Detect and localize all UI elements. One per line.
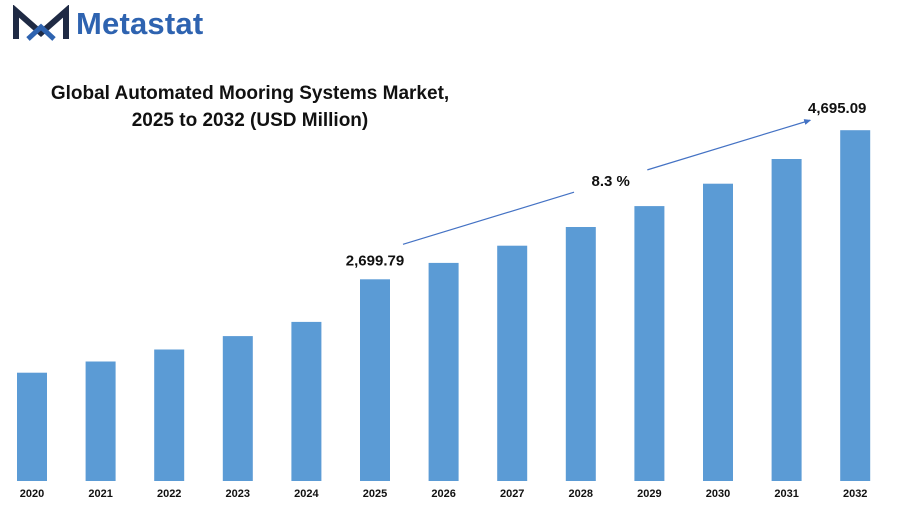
x-tick-2022: 2022 bbox=[157, 488, 181, 500]
brand-logo: Metastat bbox=[12, 4, 203, 44]
cagr-label: 8.3 % bbox=[591, 173, 629, 190]
x-tick-2025: 2025 bbox=[363, 488, 387, 500]
x-tick-2032: 2032 bbox=[843, 488, 867, 500]
x-tick-2028: 2028 bbox=[569, 488, 593, 500]
x-tick-2029: 2029 bbox=[637, 488, 661, 500]
bar-2028 bbox=[565, 227, 596, 481]
x-tick-2026: 2026 bbox=[431, 488, 455, 500]
x-tick-2027: 2027 bbox=[500, 488, 524, 500]
bar-2027 bbox=[497, 245, 528, 481]
x-tick-2024: 2024 bbox=[294, 488, 319, 500]
annotations-group: 2,699.79 4,695.09 8.3 % bbox=[346, 100, 867, 269]
bar-2026 bbox=[428, 262, 459, 481]
m-chevron-logo-icon bbox=[13, 5, 69, 41]
bar-2022 bbox=[154, 349, 185, 481]
bar-2020 bbox=[17, 372, 47, 481]
growth-arrow-segment-left bbox=[402, 191, 575, 245]
bar-2030 bbox=[703, 183, 733, 481]
x-tick-2023: 2023 bbox=[226, 488, 250, 500]
x-tick-2030: 2030 bbox=[706, 488, 730, 500]
x-axis-tick-labels: 2020 2021 2022 2023 2024 2025 2026 2027 2028 2029… bbox=[20, 488, 868, 500]
bar-2031 bbox=[771, 159, 802, 481]
data-label-2032: 4,695.09 bbox=[808, 100, 866, 117]
x-tick-2021: 2021 bbox=[88, 488, 112, 500]
x-tick-2020: 2020 bbox=[20, 488, 44, 500]
bar-2024 bbox=[291, 321, 322, 481]
data-label-2025: 2,699.79 bbox=[346, 252, 404, 269]
growth-arrow-segment-right bbox=[647, 119, 812, 171]
x-tick-2031: 2031 bbox=[774, 488, 798, 500]
chart-title-line-2: 2025 to 2032 (USD Million) bbox=[131, 110, 369, 131]
bar-2021 bbox=[85, 361, 116, 481]
bar-2029 bbox=[634, 206, 665, 481]
bar-2032 bbox=[840, 130, 871, 481]
brand-name: Metastat bbox=[76, 6, 204, 41]
bar-2025 bbox=[360, 279, 390, 481]
bar-2023 bbox=[222, 336, 253, 481]
chart-title: Global Automated Mooring Systems Market,… bbox=[20, 80, 480, 134]
bars-group bbox=[17, 130, 871, 481]
chart-title-line-1: Global Automated Mooring Systems Market, bbox=[50, 83, 450, 104]
